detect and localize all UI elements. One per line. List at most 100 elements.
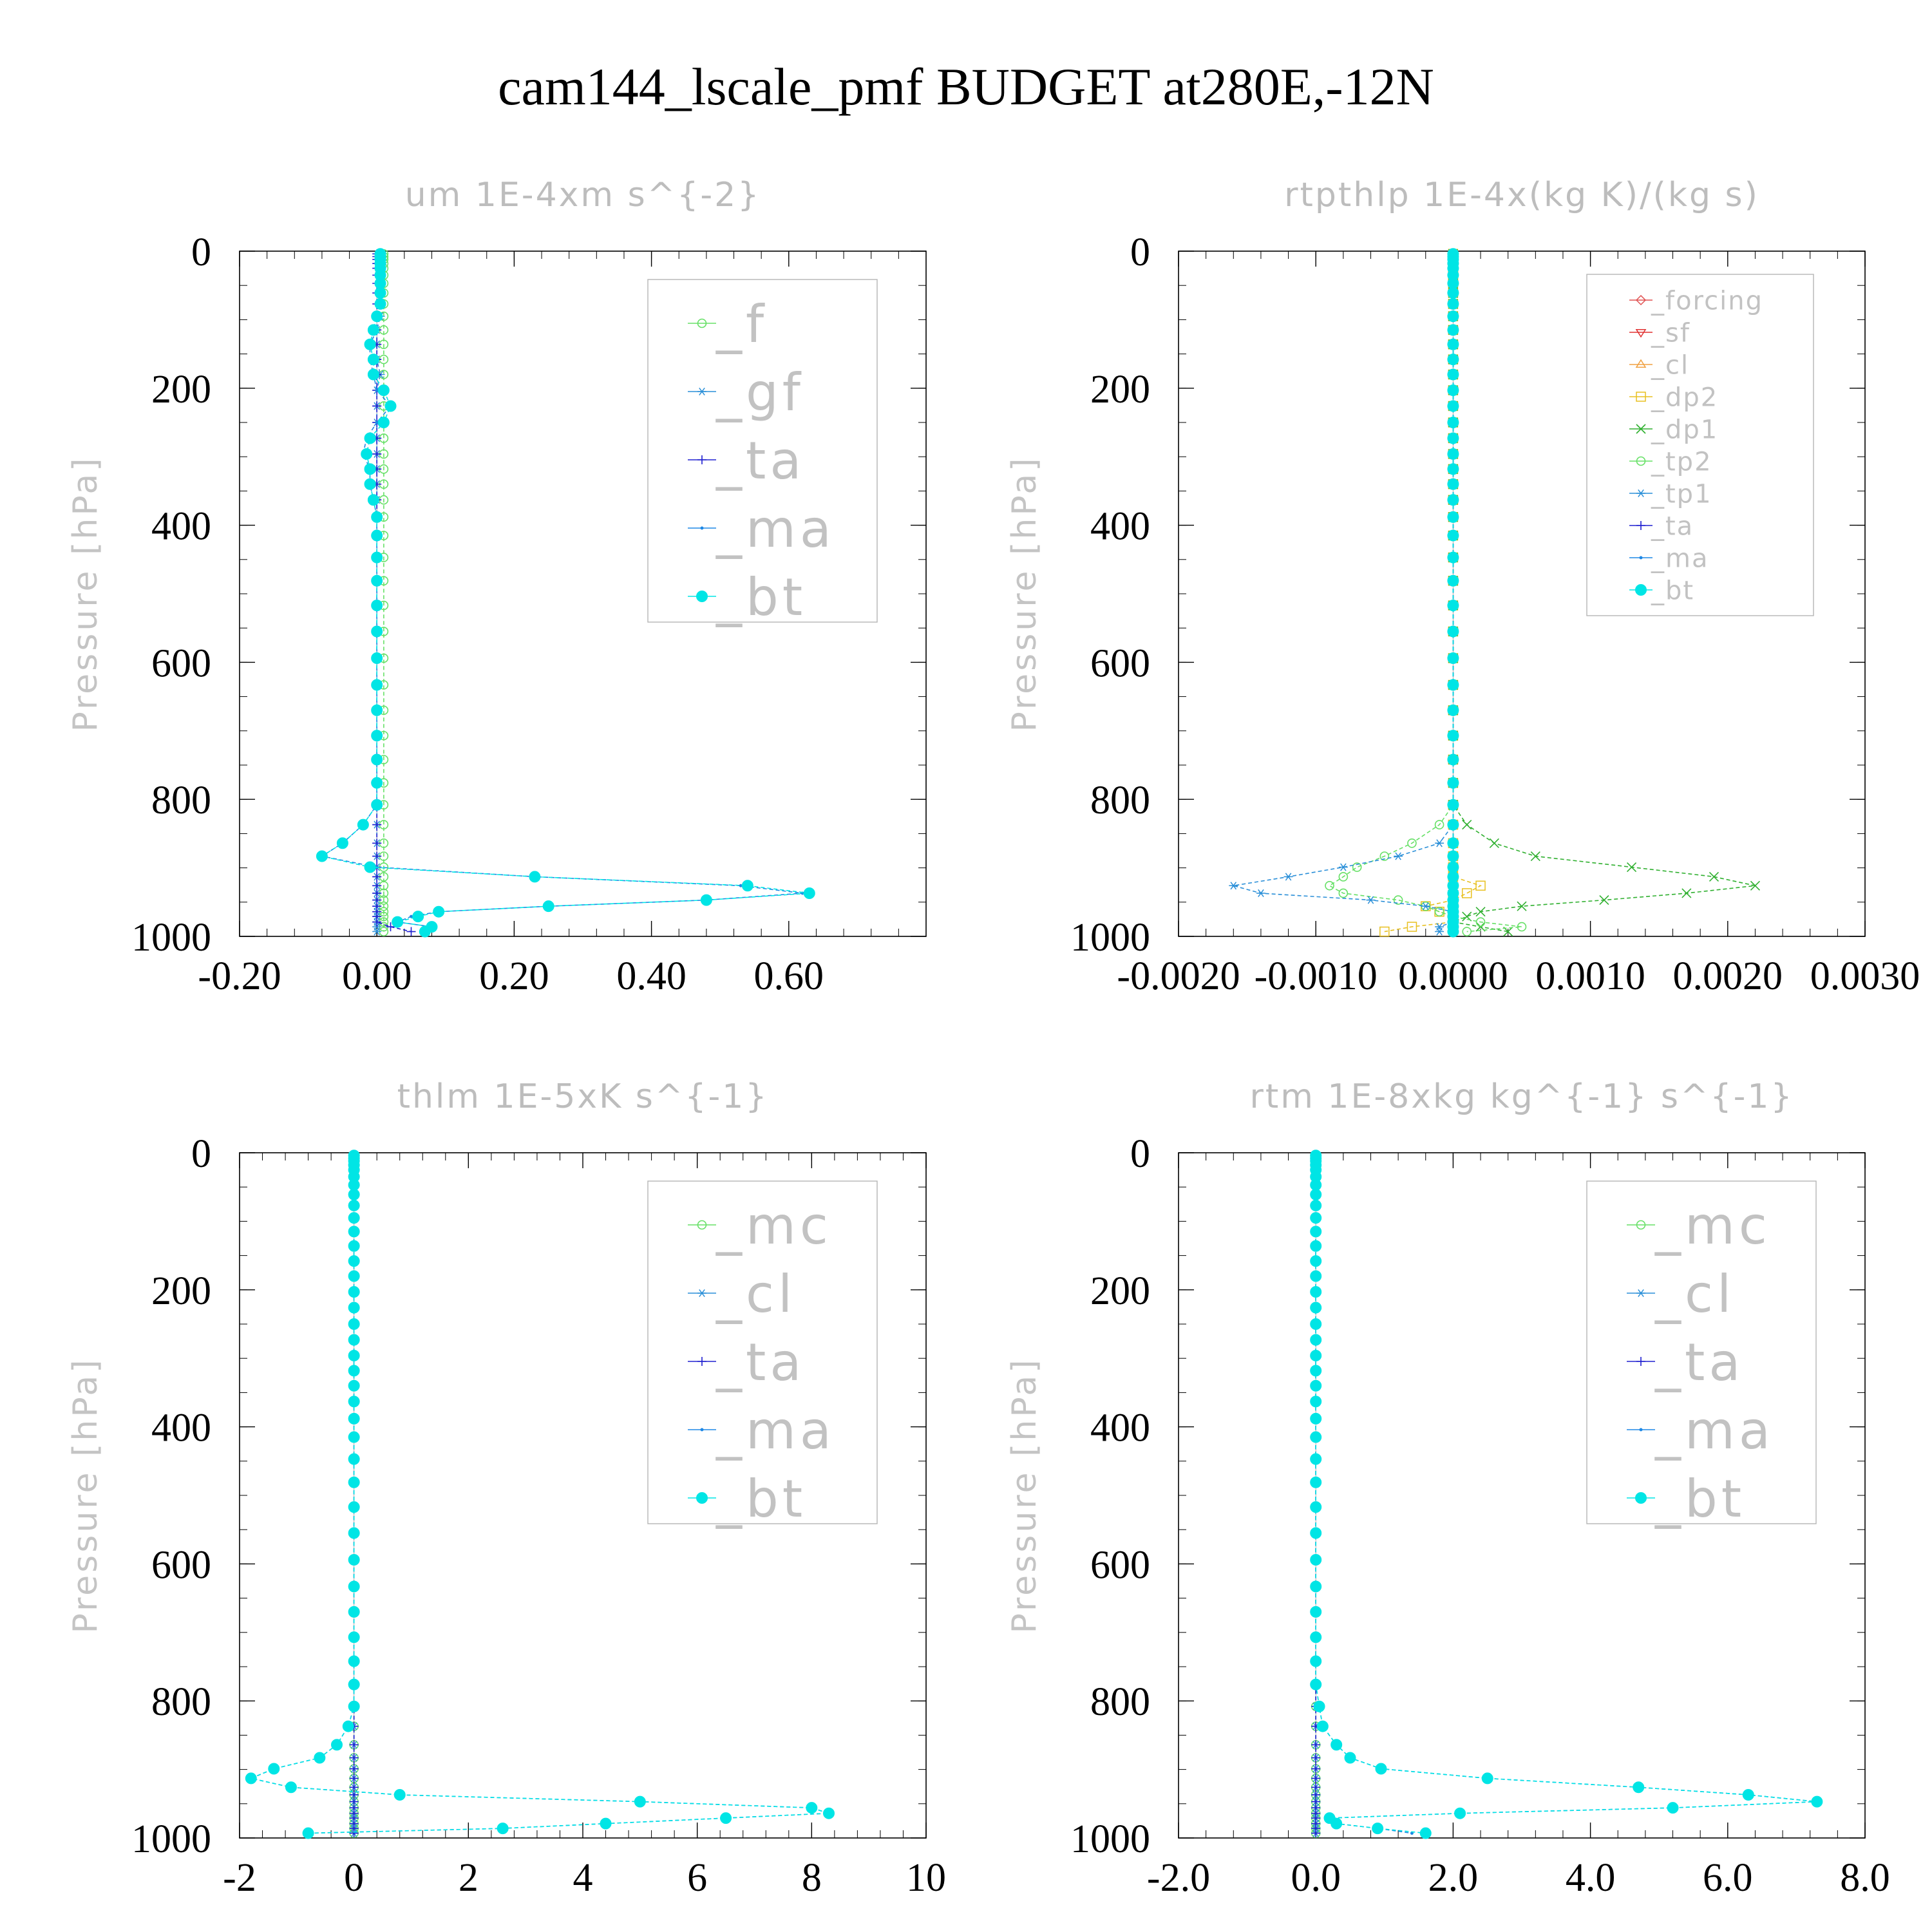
data-point (497, 1823, 508, 1834)
data-point (1448, 926, 1459, 937)
data-point (1448, 287, 1459, 298)
legend-label: _gf (715, 363, 804, 422)
x-tick-label: 8.0 (1840, 1856, 1890, 1900)
data-point (372, 754, 383, 765)
data-point (1448, 626, 1459, 637)
legend-label: _mc (1654, 1196, 1771, 1256)
data-point (392, 916, 403, 927)
data-point (806, 1803, 817, 1814)
data-point (372, 552, 383, 563)
data-point (314, 1752, 325, 1763)
legend-label: _ma (1651, 544, 1709, 573)
legend-label: _dp2 (1651, 383, 1718, 412)
data-point (1448, 705, 1459, 715)
legend-label: _ta (715, 1332, 805, 1392)
legend-swatch-marker (1636, 1493, 1647, 1504)
data-point (348, 1656, 359, 1667)
data-point (1311, 1365, 1321, 1376)
data-point (348, 1365, 359, 1376)
data-point (348, 1380, 359, 1391)
data-point (634, 1796, 645, 1807)
data-point (1311, 1679, 1321, 1690)
data-point (1376, 1763, 1387, 1774)
x-tick-label: -0.20 (198, 954, 281, 998)
y-tick-label: 400 (1090, 1406, 1150, 1450)
data-point (1812, 1796, 1823, 1807)
data-point (348, 1240, 359, 1251)
y-tick-label: 200 (1090, 1269, 1150, 1313)
legend-label: _bt (715, 567, 806, 627)
y-tick-label: 600 (1090, 641, 1150, 685)
data-point (348, 1189, 359, 1200)
data-point (1633, 1782, 1644, 1793)
legend: _mc_cl_ta_ma_bt (1587, 1181, 1816, 1529)
data-point (1448, 354, 1459, 365)
legend: _f _gf _ta _ma _bt (648, 279, 877, 627)
legend-label: _bt (1651, 576, 1694, 605)
data-point (365, 433, 375, 444)
data-point (529, 871, 540, 882)
x-tick-label: 0.40 (616, 954, 687, 998)
data-point (1311, 1606, 1321, 1617)
data-point (543, 901, 554, 912)
data-point (1448, 464, 1459, 475)
y-tick-label: 600 (151, 641, 211, 685)
data-point (1448, 600, 1459, 611)
data-point (348, 1606, 359, 1617)
x-tick-label: 0.60 (754, 954, 824, 998)
legend-label: _cl (1654, 1264, 1735, 1324)
data-point (1448, 838, 1459, 849)
data-point (375, 298, 386, 309)
y-tick-label: 800 (151, 779, 211, 822)
data-point (348, 1319, 359, 1330)
data-point (372, 679, 383, 690)
legend-label: _ta (1651, 511, 1694, 541)
x-tick-label: 0.00 (342, 954, 412, 998)
data-point (1448, 384, 1459, 395)
data-point (1331, 1818, 1342, 1829)
y-tick-label: 400 (1090, 505, 1150, 549)
data-point (1448, 679, 1459, 690)
data-point (1448, 653, 1459, 664)
y-tick-label: 800 (1090, 1680, 1150, 1724)
x-tick-label: 4.0 (1566, 1856, 1616, 1900)
data-point (1311, 1432, 1321, 1443)
data-point (357, 819, 368, 830)
data-point (368, 495, 379, 506)
data-point (433, 906, 444, 917)
data-point (348, 1271, 359, 1282)
data-point (378, 417, 389, 428)
data-point (348, 1350, 359, 1361)
x-tick-label: 0.0010 (1535, 954, 1645, 998)
data-point (1311, 1271, 1321, 1282)
chart-title: rtpthlp 1E-4x(kg K)/(kg s) (1284, 176, 1759, 214)
data-point (1311, 1256, 1321, 1267)
data-point (1317, 1721, 1328, 1732)
data-point (1420, 1828, 1431, 1839)
legend-label: _forcing (1651, 286, 1763, 316)
legend-swatch-marker (697, 1493, 708, 1504)
legend: _mc_cl_ta_ma_bt (648, 1181, 877, 1529)
data-point (823, 1808, 834, 1819)
data-point (348, 1213, 359, 1224)
data-point (348, 1555, 359, 1566)
legend-swatch-marker (701, 527, 704, 530)
legend-label: _tp2 (1651, 447, 1712, 477)
data-point (1311, 1632, 1321, 1643)
x-tick-label: 10 (906, 1856, 946, 1900)
x-tick-label: -2.0 (1147, 1856, 1210, 1900)
data-point (1448, 530, 1459, 541)
data-point (1311, 1213, 1321, 1224)
data-point (1743, 1789, 1754, 1800)
legend-label: _ta (715, 431, 805, 491)
data-point (600, 1818, 611, 1829)
data-point (372, 530, 383, 541)
data-point (368, 325, 379, 336)
data-point (348, 1679, 359, 1690)
data-point (285, 1782, 296, 1793)
data-point (701, 895, 712, 905)
x-tick-label: 0 (344, 1856, 364, 1900)
data-point (1372, 1823, 1383, 1834)
y-tick-label: 800 (1090, 779, 1150, 822)
legend-label: _cl (715, 1264, 796, 1324)
